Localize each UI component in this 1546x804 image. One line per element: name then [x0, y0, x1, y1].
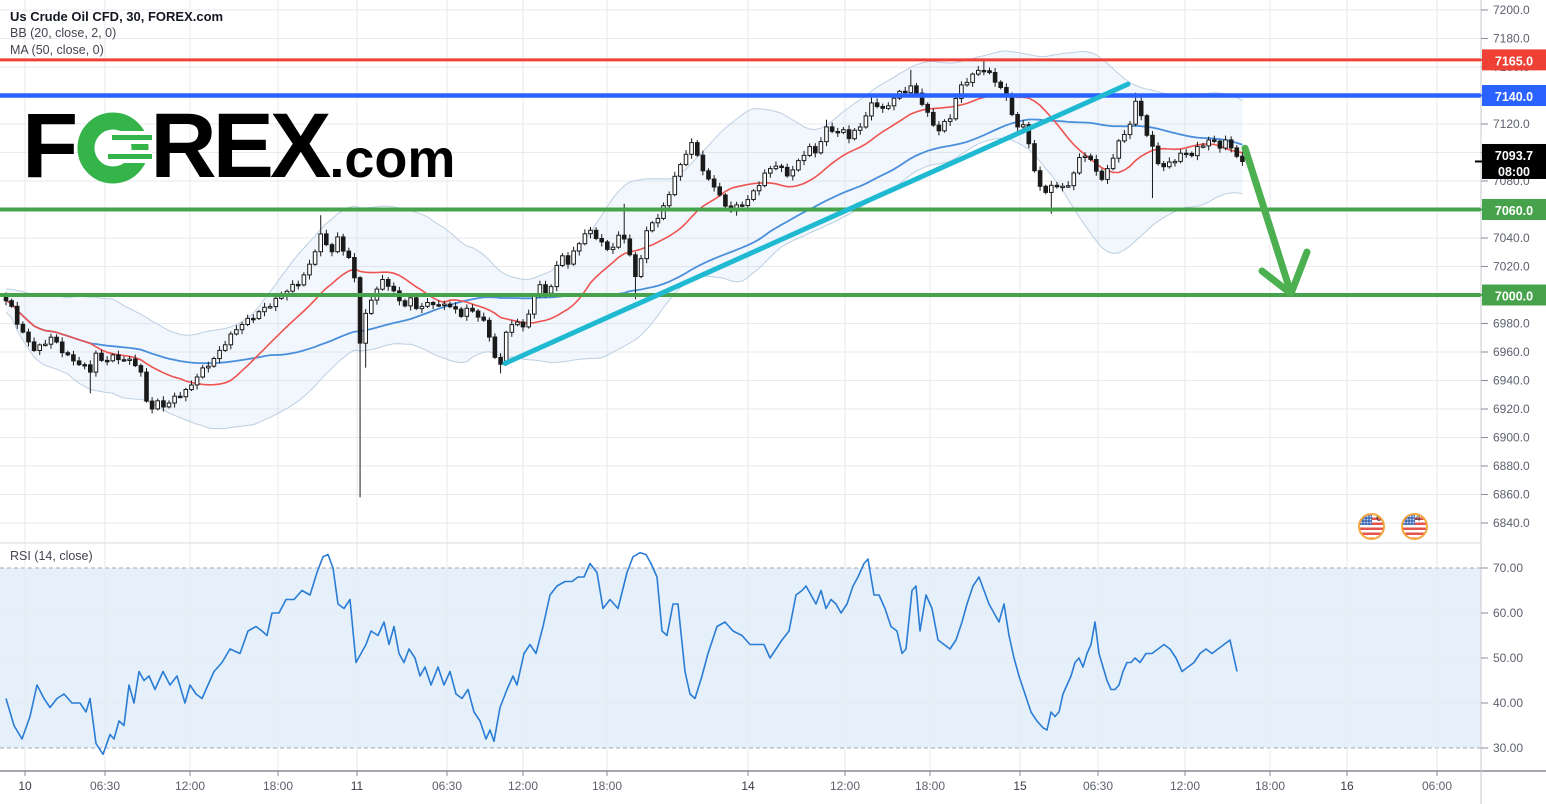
rsi-tick-label: 40.00 [1493, 696, 1523, 710]
price-tick-label: 6900.0 [1493, 431, 1530, 445]
time-tick-label: 12:00 [175, 779, 205, 793]
trend-line[interactable] [502, 81, 1131, 366]
indicator-ma-label[interactable]: MA (50, close, 0) [10, 43, 104, 57]
price-tick-label: 7200.0 [1493, 3, 1530, 17]
economic-event-flag-icon[interactable]: 4 3 [1401, 513, 1428, 540]
logo-text-rex: REX [150, 95, 331, 197]
rsi-tick-label: 50.00 [1493, 651, 1523, 665]
logo-text-f: F [22, 95, 78, 197]
forex-com-logo: F REX .com [22, 100, 455, 192]
analyst-drawings[interactable] [0, 58, 1481, 366]
price-tick-label: 6840.0 [1493, 516, 1530, 530]
time-tick-label: 18:00 [592, 779, 622, 793]
price-tick-label: 7180.0 [1493, 32, 1530, 46]
logo-o-icon [74, 105, 157, 192]
economic-event-flag-icon[interactable]: 6 [1358, 513, 1385, 540]
price-badge: 7093.7 08:00 [1475, 143, 1546, 179]
price-badge: 7140.0 [1475, 85, 1546, 106]
candlesticks [3, 58, 1245, 498]
price-tick-label: 7120.0 [1493, 117, 1530, 131]
time-tick-label: 06:30 [90, 779, 120, 793]
time-tick-label: 18:00 [263, 779, 293, 793]
svg-text:7140.0: 7140.0 [1495, 90, 1533, 104]
price-badge: 7060.0 [1475, 199, 1546, 220]
rsi-line [5, 551, 1238, 756]
time-tick-label: 11 [351, 779, 364, 793]
time-tick-label: 14 [741, 779, 755, 793]
time-tick-label: 12:00 [830, 779, 860, 793]
bollinger-upper-line [6, 50, 1243, 336]
price-tick-label: 7040.0 [1493, 231, 1530, 245]
svg-text:7000.0: 7000.0 [1495, 290, 1533, 304]
svg-text:08:00: 08:00 [1498, 165, 1530, 179]
rsi-tick-label: 30.00 [1493, 741, 1523, 755]
rsi-pane[interactable] [5, 551, 1238, 756]
price-tick-label: 6960.0 [1493, 345, 1530, 359]
time-tick-label: 18:00 [915, 779, 945, 793]
svg-text:7165.0: 7165.0 [1495, 54, 1533, 68]
down-arrow[interactable] [1241, 144, 1311, 298]
rsi-indicator-label[interactable]: RSI (14, close) [10, 549, 93, 563]
time-tick-label: 12:00 [1170, 779, 1200, 793]
indicator-bb-label[interactable]: BB (20, close, 2, 0) [10, 26, 117, 40]
bollinger-basis-line [5, 94, 1243, 386]
price-tick-label: 6940.0 [1493, 374, 1530, 388]
symbol-title[interactable]: Us Crude Oil CFD, 30, FOREX.com [10, 9, 224, 24]
time-tick-label: 12:00 [508, 779, 538, 793]
svg-text:7093.7: 7093.7 [1495, 149, 1533, 163]
time-tick-label: 15 [1013, 779, 1027, 793]
time-tick-label: 06:30 [1083, 779, 1113, 793]
time-tick-label: 06:30 [432, 779, 462, 793]
rsi-tick-label: 70.00 [1493, 561, 1523, 575]
price-tick-label: 6980.0 [1493, 317, 1530, 331]
price-tick-label: 6920.0 [1493, 402, 1530, 416]
rsi-axis[interactable]: 70.00 60.00 50.00 40.00 30.00 [1481, 561, 1523, 755]
price-badge: 7165.0 [1475, 49, 1546, 71]
price-tick-label: 6880.0 [1493, 459, 1530, 473]
time-axis[interactable]: 10 06:30 12:00 18:00 11 06:30 12:00 18:00 14 12:0… [18, 771, 1452, 793]
price-tick-label: 7020.0 [1493, 260, 1530, 274]
time-tick-label: 06:00 [1422, 779, 1452, 793]
event-count: 4 3 [1415, 513, 1426, 524]
time-tick-label: 16 [1340, 779, 1354, 793]
time-tick-label: 18:00 [1255, 779, 1285, 793]
svg-text:7060.0: 7060.0 [1495, 204, 1533, 218]
price-badge: 7000.0 [1475, 284, 1546, 306]
price-axis[interactable]: 7200.07180.07160.07140.07120.07100.07080… [1481, 3, 1530, 530]
event-count: 6 [1376, 513, 1382, 524]
time-tick-label: 10 [18, 779, 32, 793]
chart-legend[interactable]: Us Crude Oil CFD, 30, FOREX.com BB (20, … [10, 8, 223, 59]
logo-text-com: .com [329, 129, 456, 189]
price-tick-label: 6860.0 [1493, 488, 1530, 502]
rsi-tick-label: 60.00 [1493, 606, 1523, 620]
